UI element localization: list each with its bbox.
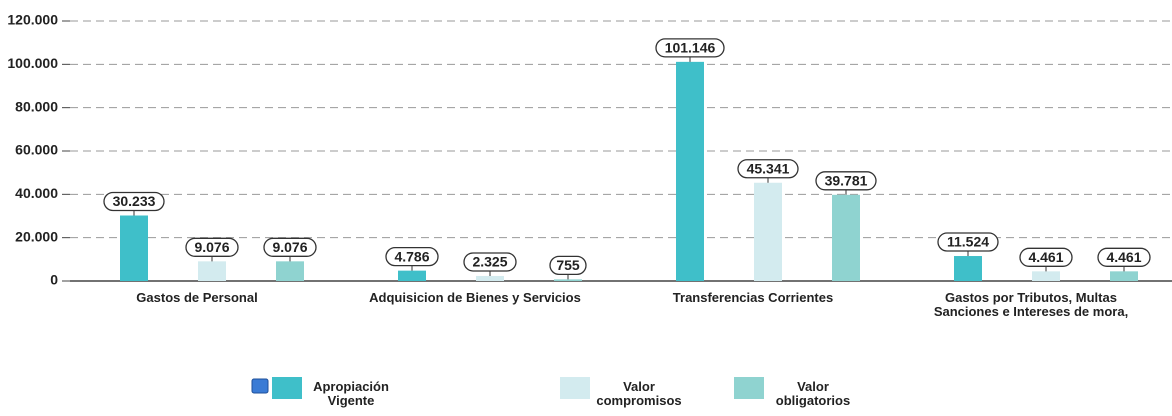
x-tick-label: Adquisicion de Bienes y Servicios (369, 290, 581, 305)
bar (1032, 271, 1060, 281)
bar (832, 194, 860, 281)
x-tick-label: Gastos por Tributos, Multas Sanciones e … (933, 290, 1129, 319)
label-pill (463, 252, 517, 272)
value-label: 30.233 (113, 193, 156, 209)
bar (198, 261, 226, 281)
label-pill (1097, 247, 1151, 267)
bar (676, 61, 704, 281)
y-tick-label: 100.000 (7, 55, 58, 71)
value-label: 4.461 (1028, 249, 1063, 265)
bar (276, 261, 304, 281)
value-label: 45.341 (747, 160, 790, 176)
y-tick-label: 60.000 (15, 142, 58, 158)
label-pill (103, 191, 165, 212)
value-label: 11.524 (947, 234, 989, 250)
bar (120, 215, 148, 281)
legend-swatch (560, 377, 590, 399)
label-pill (549, 255, 587, 276)
bar (476, 275, 504, 281)
x-tick-label: Gastos de Personal (136, 290, 258, 305)
bar (1110, 271, 1138, 281)
label-pill (815, 171, 877, 191)
legend-label: Valor obligatorios (775, 379, 851, 408)
value-label: 4.786 (394, 248, 429, 264)
x-tick-label: Transferencias Corrientes (672, 290, 834, 305)
bar (754, 182, 782, 281)
label-pill (185, 237, 239, 257)
value-label: 9.076 (272, 239, 307, 255)
bar (398, 270, 426, 281)
value-label: 9.076 (194, 239, 229, 255)
value-label: 4.461 (1106, 249, 1141, 265)
bar (954, 256, 982, 281)
y-tick-label: 80.000 (15, 98, 58, 114)
legend-icon (251, 378, 269, 394)
legend-swatch (734, 377, 764, 399)
legend-swatch (272, 377, 302, 399)
y-tick-label: 20.000 (15, 228, 58, 244)
label-pill (655, 38, 725, 58)
label-pill (263, 237, 317, 257)
legend-label: Apropiación Vigente (313, 379, 389, 408)
y-tick-label: 120.000 (7, 12, 58, 28)
bar (554, 279, 582, 281)
value-label: 2.325 (472, 254, 507, 270)
value-label: 101.146 (665, 40, 716, 56)
label-pill (1019, 247, 1073, 267)
label-pill (385, 246, 439, 267)
y-tick-label: 0 (50, 272, 58, 288)
y-tick-label: 40.000 (15, 185, 58, 201)
legend-label: Valor compromisos (596, 379, 682, 408)
value-label: 39.781 (825, 173, 868, 189)
label-pill (737, 159, 799, 179)
value-label: 755 (556, 257, 580, 273)
label-pill (937, 232, 999, 252)
